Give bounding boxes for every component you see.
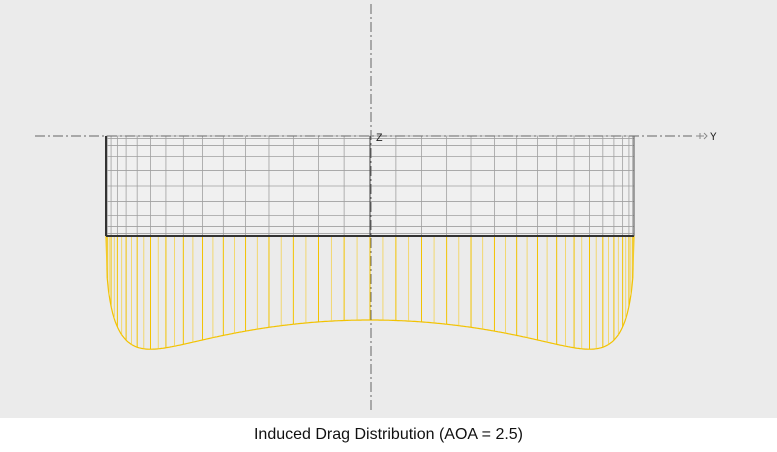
drag-distribution (105, 235, 635, 350)
y-axis-label: Y (710, 132, 717, 144)
wing-mesh (105, 135, 635, 237)
caption: Induced Drag Distribution (AOA = 2.5) (253, 426, 524, 443)
y-axis-arrow (696, 132, 708, 140)
plot-view: Z Y (0, 0, 777, 418)
z-axis-label: Z (376, 133, 383, 145)
